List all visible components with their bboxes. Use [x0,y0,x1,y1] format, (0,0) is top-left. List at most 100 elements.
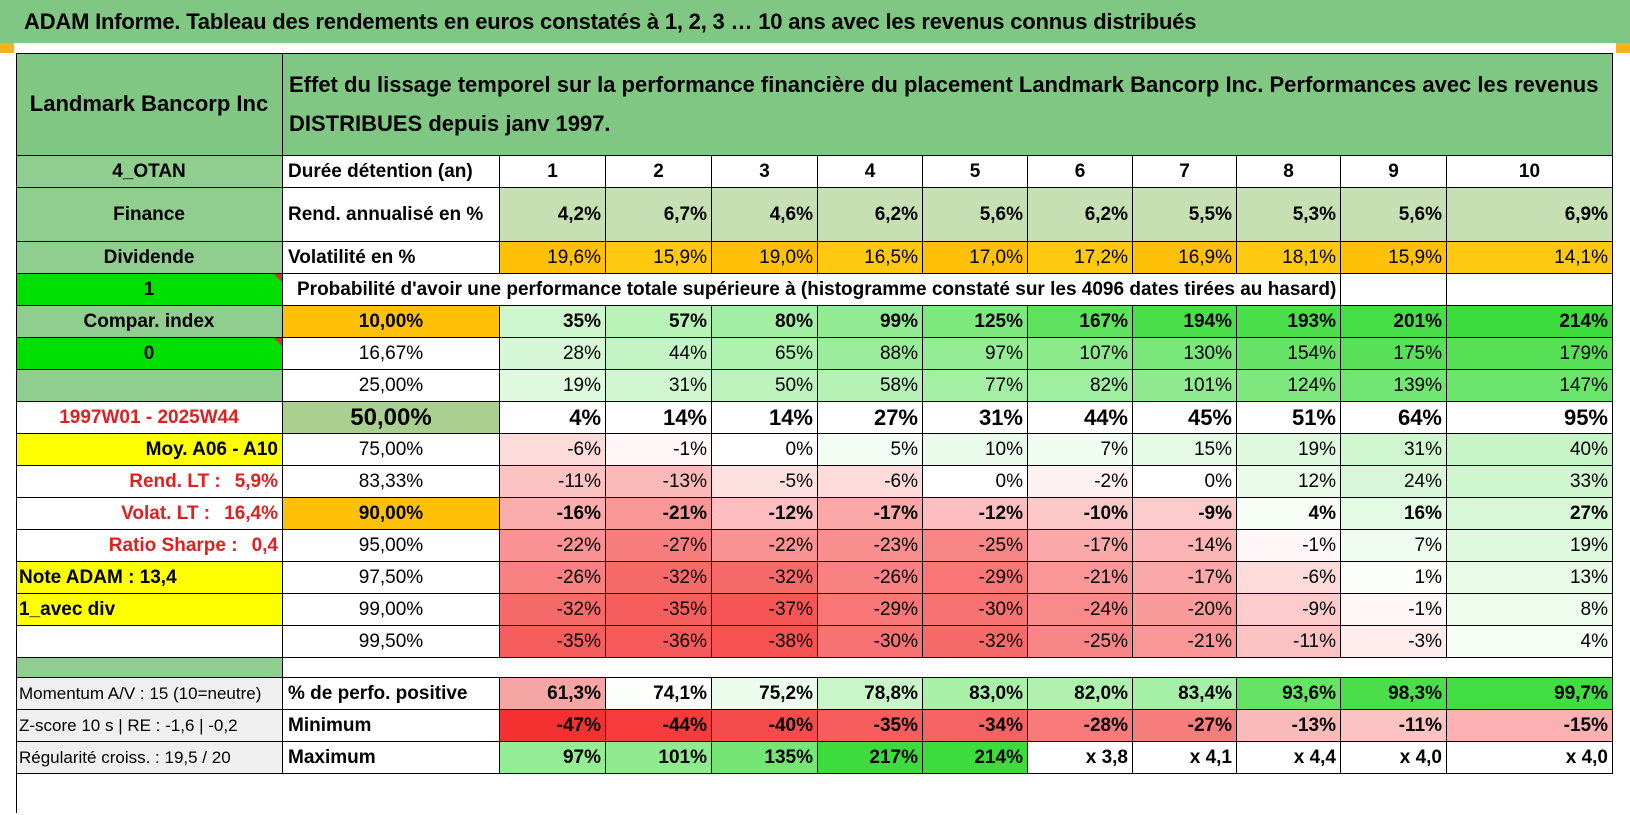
quantile-cell: 50% [712,370,818,402]
empty-cell [1341,274,1447,306]
separator-blank [283,658,1613,678]
corner-marker-left [0,43,14,53]
quantile-cell: 4% [500,402,606,434]
quantile-cell: -12% [923,498,1028,530]
quantile-cell: -29% [818,594,923,626]
quantile-cell: 214% [1447,306,1613,338]
min-cell-9: -11% [1341,710,1447,742]
vol-cell-1: 19,6% [500,242,606,274]
quantile-cell: 5% [818,434,923,466]
min-cell-2: -44% [606,710,712,742]
quantile-cell: -32% [923,626,1028,658]
quantile-cell: -5% [712,466,818,498]
rend-lt-value: 5,9% [234,470,278,492]
quantile-label: 10,00% [283,306,500,338]
quantile-cell: -25% [923,530,1028,562]
quantile-cell: -20% [1133,594,1237,626]
rend-cell-4: 6,2% [818,188,923,242]
quantile-cell: 193% [1237,306,1341,338]
quantile-cell: -30% [818,626,923,658]
positive-cell-3: 75,2% [712,678,818,710]
quantile-cell: -9% [1133,498,1237,530]
min-label: Minimum [283,710,500,742]
min-cell-10: -15% [1447,710,1613,742]
quantile-cell: 0% [1133,466,1237,498]
min-cell-7: -27% [1133,710,1237,742]
quantile-cell: 45% [1133,402,1237,434]
quantile-cell: 82% [1028,370,1133,402]
vol-cell-6: 17,2% [1028,242,1133,274]
quantile-cell: 33% [1447,466,1613,498]
quantile-cell: 175% [1341,338,1447,370]
quantile-label: 50,00% [283,402,500,434]
quantile-cell: 14% [606,402,712,434]
vol-cell-7: 16,9% [1133,242,1237,274]
rend-cell-8: 5,3% [1237,188,1341,242]
quantile-cell: -3% [1341,626,1447,658]
max-cell-7: x 4,1 [1133,742,1237,774]
quantile-cell: 31% [606,370,712,402]
quantile-cell: 31% [1341,434,1447,466]
quantile-cell: -36% [606,626,712,658]
positive-label: % de perfo. positive [283,678,500,710]
quantile-cell: 130% [1133,338,1237,370]
sidebar-moy: Moy. A06 - A10 [16,434,283,466]
quantile-label: 99,00% [283,594,500,626]
positive-cell-5: 83,0% [923,678,1028,710]
quantile-cell: 88% [818,338,923,370]
quantile-cell: 125% [923,306,1028,338]
volat-lt-label: Volat. LT : [121,502,211,524]
quantile-cell: -26% [500,562,606,594]
quantile-cell: -9% [1237,594,1341,626]
min-cell-3: -40% [712,710,818,742]
quantile-cell: -32% [712,562,818,594]
quantile-label: 97,50% [283,562,500,594]
vol-label: Volatilité en % [283,242,500,274]
sidebar-regularite: Régularité croiss. : 19,5 / 20 [16,742,283,774]
quantile-cell: -2% [1028,466,1133,498]
quantile-label: 95,00% [283,530,500,562]
quantile-cell: 4% [1237,498,1341,530]
min-cell-8: -13% [1237,710,1341,742]
sidebar-momentum: Momentum A/V : 15 (10=neutre) [16,678,283,710]
volat-lt-value: 16,4% [224,502,278,524]
year-header-9: 9 [1341,156,1447,188]
quantile-cell: -22% [712,530,818,562]
separator-green [16,658,283,678]
max-cell-8: x 4,4 [1237,742,1341,774]
quantile-cell: 1% [1341,562,1447,594]
quantile-cell: -30% [923,594,1028,626]
rend-cell-3: 4,6% [712,188,818,242]
vol-cell-3: 19,0% [712,242,818,274]
min-cell-5: -34% [923,710,1028,742]
quantile-cell: 154% [1237,338,1341,370]
quantile-cell: -21% [1028,562,1133,594]
year-header-1: 1 [500,156,606,188]
rend-lt-label: Rend. LT : [129,470,221,492]
positive-cell-8: 93,6% [1237,678,1341,710]
quantile-cell: 179% [1447,338,1613,370]
quantile-cell: 28% [500,338,606,370]
rend-cell-2: 6,7% [606,188,712,242]
vol-cell-5: 17,0% [923,242,1028,274]
max-cell-10: x 4,0 [1447,742,1613,774]
vol-cell-10: 14,1% [1447,242,1613,274]
quantile-label: 75,00% [283,434,500,466]
quantile-cell: -29% [923,562,1028,594]
positive-cell-4: 78,8% [818,678,923,710]
quantile-cell: 139% [1341,370,1447,402]
quantile-cell: -35% [606,594,712,626]
rend-cell-5: 5,6% [923,188,1028,242]
positive-cell-6: 82,0% [1028,678,1133,710]
sidebar-empty [16,626,283,658]
sidebar-flag-1: 1 [16,274,283,306]
sidebar-rend-lt: Rend. LT : 5,9% [16,466,283,498]
report-title-bar: ADAM Informe. Tableau des rendements en … [0,0,1630,43]
quantile-cell: 44% [1028,402,1133,434]
quantile-cell: 10% [923,434,1028,466]
sidebar-flag-0: 0 [16,338,283,370]
quantile-cell: -14% [1133,530,1237,562]
sidebar-code: 4_OTAN [16,156,283,188]
duree-label: Durée détention (an) [283,156,500,188]
quantile-cell: 64% [1341,402,1447,434]
